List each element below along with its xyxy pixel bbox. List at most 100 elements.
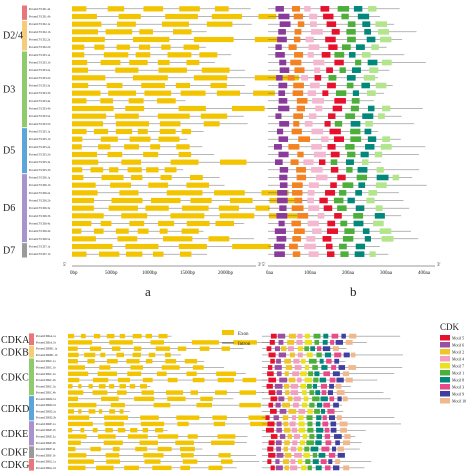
motif-block — [275, 44, 282, 50]
exon-block — [72, 90, 101, 96]
motif-block — [274, 228, 286, 234]
cdk-motif-block — [270, 434, 278, 439]
cdk-motif-block — [329, 377, 336, 383]
cdk-motif-block — [292, 440, 298, 446]
cdk-motif-block — [276, 427, 282, 433]
cdk-exon-block — [68, 377, 80, 383]
cdk-motif-block — [297, 352, 303, 358]
cdk-motif-block — [322, 340, 328, 345]
cdk-motif-block — [284, 465, 289, 471]
motif-block — [376, 167, 384, 173]
cdk-motif-block — [274, 383, 283, 389]
cdk-motif-block — [350, 352, 356, 358]
motif-block — [293, 13, 303, 20]
cdk-motif-block — [293, 402, 299, 408]
exon-block — [125, 243, 159, 250]
motif-block — [381, 59, 392, 66]
group-label: D5 — [3, 146, 15, 157]
cdk-motif-block — [278, 340, 284, 345]
exon-block — [129, 136, 151, 142]
cdk-motif-block — [297, 459, 303, 464]
motif-block — [344, 228, 355, 234]
motif-block — [355, 243, 366, 250]
motif-block — [375, 82, 387, 89]
exon-block — [176, 144, 190, 150]
cdk-exon-block — [68, 415, 90, 420]
motif-block — [345, 113, 356, 119]
cdk-motif-block — [277, 333, 286, 339]
gene-id-label: PotomCYCD6.3a — [29, 206, 51, 210]
exon-block — [72, 13, 97, 20]
cdk-exon-block — [84, 352, 96, 358]
exon-block — [211, 13, 242, 20]
cdk-legend-title: CDK — [440, 322, 460, 332]
cdk-motif-block — [328, 459, 333, 464]
exon-block — [72, 205, 94, 211]
exon-block — [98, 144, 111, 150]
cdk-exon-block — [166, 390, 184, 395]
exon-block — [72, 213, 104, 219]
motif-block — [346, 75, 356, 81]
exon-block — [208, 236, 230, 242]
cdk-group-bar — [29, 446, 34, 459]
motif-block — [314, 67, 321, 73]
motif-block — [326, 67, 333, 73]
cdk-group-label: CDKF — [1, 448, 28, 459]
gene-id-label: PotomCYCD3.4b — [29, 107, 51, 111]
cdk-motif-block — [310, 446, 319, 452]
motif-block — [275, 6, 284, 12]
motif-block — [293, 82, 304, 89]
exon-block — [72, 182, 96, 188]
cdk-motif-block — [267, 446, 274, 452]
exon-block — [159, 121, 181, 127]
cdk-motif-block — [267, 459, 272, 464]
panel-b-tick: 0aa — [266, 271, 274, 276]
cdk-motif-block — [313, 333, 321, 339]
panel-a-tick: 1000bp — [142, 271, 158, 276]
cdk-motif-block — [342, 440, 351, 446]
cdk-exon-block — [101, 396, 119, 402]
cdk-exon-block — [97, 434, 116, 439]
cdk-exon-block — [129, 384, 136, 389]
motif-swatch — [440, 377, 450, 383]
motif-block — [276, 128, 284, 135]
panel-b-tick: 400aa — [418, 271, 431, 276]
motif-block — [351, 98, 360, 104]
motif-block — [307, 220, 319, 227]
exon-block — [105, 29, 133, 35]
motif-swatch — [440, 349, 450, 355]
motif-block — [337, 205, 347, 211]
exon-block — [167, 52, 192, 58]
motif-block — [276, 213, 288, 219]
motif-block — [350, 136, 362, 142]
cdk-motif-block — [276, 358, 281, 364]
cdk-exon-block — [109, 384, 115, 389]
exon-block — [253, 90, 275, 96]
panel-b-axis-start: 5' — [262, 263, 266, 268]
cdk-exon-block — [106, 459, 121, 464]
exon-block — [116, 21, 136, 27]
cdk-motif-block — [284, 440, 290, 446]
motif-block — [307, 52, 314, 58]
gene-id-label: PotomCYCD6.4b — [29, 229, 51, 233]
motif-block — [318, 159, 326, 165]
motif-block — [311, 128, 324, 135]
cdk-motif-block — [316, 352, 322, 358]
motif-block — [323, 13, 334, 20]
cdk-exon-block — [92, 428, 98, 433]
exon-block — [72, 228, 82, 234]
cdk-motif-block — [322, 346, 331, 352]
cdk-motif-block — [275, 459, 280, 464]
cdk-exon-block — [217, 434, 236, 439]
cdk-exon-block — [68, 402, 97, 408]
exon-block — [72, 151, 98, 158]
motif-block — [279, 182, 288, 188]
cdk-gene-id-label: PotomCDKB1.1b — [36, 353, 58, 357]
motif-block — [333, 136, 344, 142]
motif-block — [294, 197, 303, 204]
gene-id-label: PotomCYCD2.1b — [29, 30, 51, 34]
cdk-exon-block — [248, 415, 268, 420]
motif-label: Motif 4 — [452, 357, 464, 362]
exon-block — [255, 205, 270, 211]
gene-id-label: PotomCYCD3.5b — [29, 122, 51, 126]
